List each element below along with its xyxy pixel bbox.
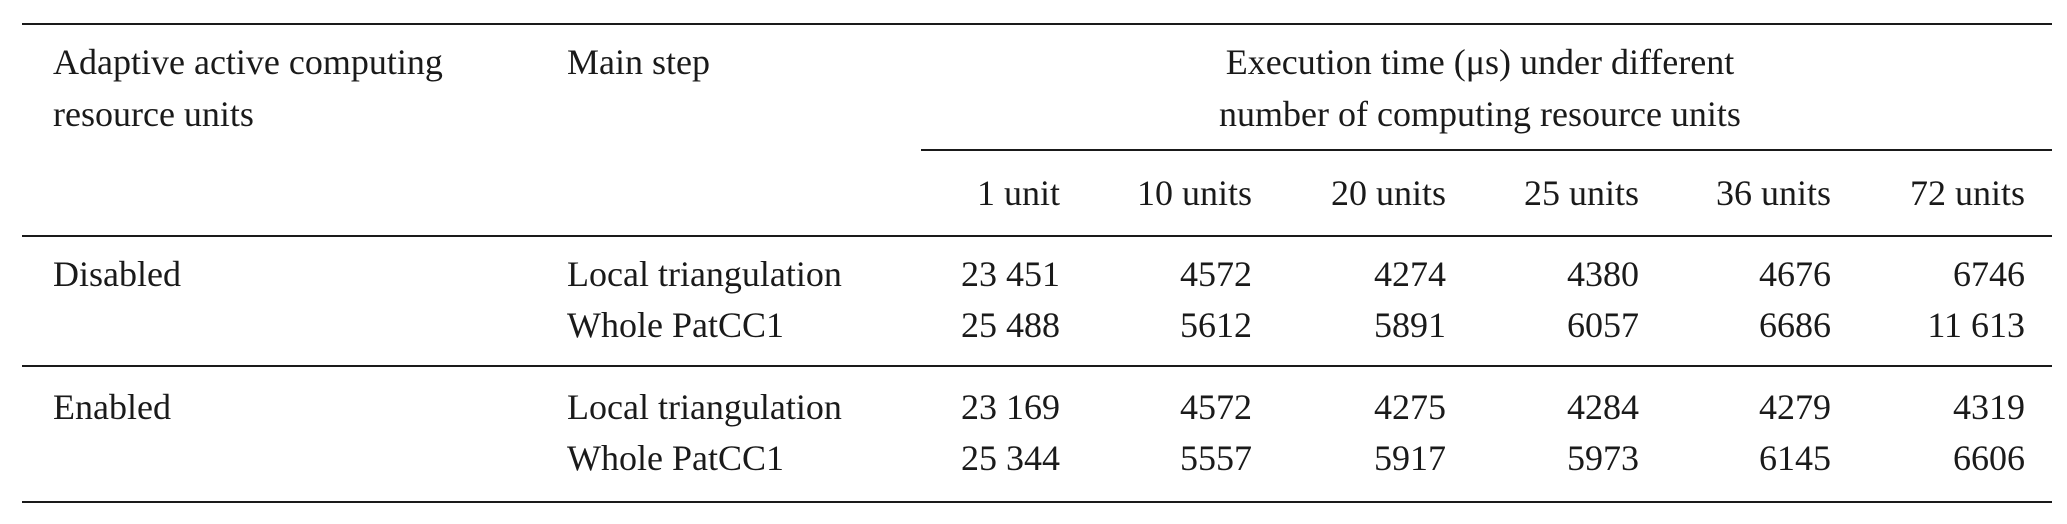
- cell-value: 4284: [1567, 387, 1639, 427]
- group-label: Disabled: [53, 254, 181, 294]
- cell-value: 23 451: [961, 254, 1060, 294]
- cell-value: 6606: [1953, 438, 2025, 478]
- cell-value: 4676: [1759, 254, 1831, 294]
- cell-value: 5973: [1567, 438, 1639, 478]
- cell-value: 4572: [1180, 387, 1252, 427]
- cell-value: 4275: [1374, 387, 1446, 427]
- unit-header: 10 units: [1136, 173, 1252, 213]
- header-cell: resource units: [53, 94, 254, 134]
- cell-value: 4380: [1567, 254, 1639, 294]
- cell-value: 6686: [1759, 305, 1831, 345]
- unit-header: 72 units: [1909, 173, 2025, 213]
- cell-value: 5917: [1374, 438, 1446, 478]
- cell-value: 25 344: [961, 438, 1060, 478]
- header-cell: Execution time (μs) under different: [1225, 42, 1735, 82]
- step-label: Local triangulation: [567, 254, 842, 294]
- unit-header: 20 units: [1330, 173, 1446, 213]
- unit-header: 36 units: [1715, 173, 1831, 213]
- cell-value: 4274: [1374, 254, 1446, 294]
- cell-value: 5612: [1180, 305, 1252, 345]
- header-subrule: [921, 149, 2052, 151]
- bottom-rule: [22, 501, 2052, 503]
- cell-value: 4279: [1759, 387, 1831, 427]
- group-label: Enabled: [53, 387, 171, 427]
- header-cell: Main step: [567, 42, 710, 82]
- unit-header: 25 units: [1523, 173, 1639, 213]
- cell-value: 6057: [1567, 305, 1639, 345]
- step-label: Local triangulation: [567, 387, 842, 427]
- cell-value: 25 488: [961, 305, 1060, 345]
- cell-value: 4319: [1953, 387, 2025, 427]
- unit-header: 1 unit: [976, 173, 1060, 213]
- cell-value: 4572: [1180, 254, 1252, 294]
- header-cell: Adaptive active computing: [53, 42, 443, 82]
- top-rule: [22, 23, 2052, 25]
- cell-value: 6746: [1953, 254, 2025, 294]
- header-rule: [22, 235, 2052, 237]
- header-cell: number of computing resource units: [1219, 94, 1741, 134]
- cell-value: 5891: [1374, 305, 1446, 345]
- cell-value: 11 613: [1927, 305, 2025, 345]
- step-label: Whole PatCC1: [567, 305, 784, 345]
- group-rule: [22, 365, 2052, 367]
- cell-value: 5557: [1180, 438, 1252, 478]
- cell-value: 6145: [1759, 438, 1831, 478]
- cell-value: 23 169: [961, 387, 1060, 427]
- step-label: Whole PatCC1: [567, 438, 784, 478]
